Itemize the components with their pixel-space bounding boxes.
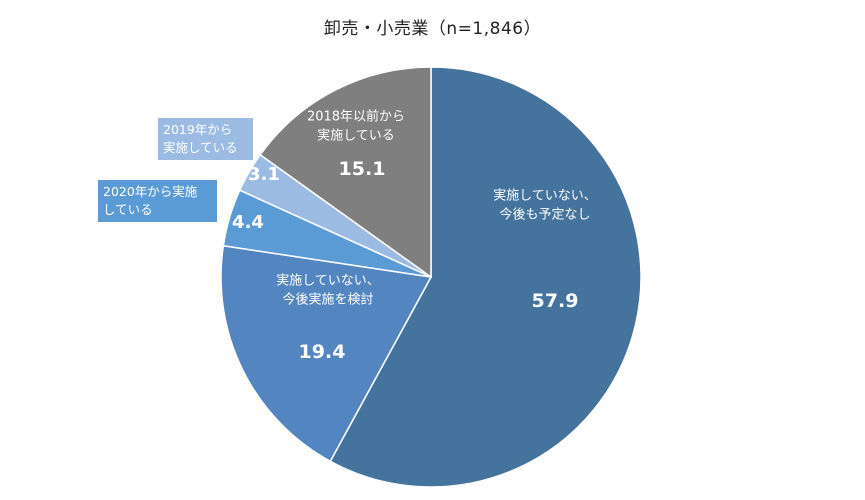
- slice-label-3-line-2: している: [103, 202, 153, 217]
- slice-label-5-line-2: 実施している: [317, 128, 395, 144]
- slice-label-1-line-1: 実施していない、: [493, 188, 597, 204]
- slice-label-2-line-1: 実施していない、: [276, 273, 380, 289]
- slice-value-1: 57.9: [532, 290, 579, 312]
- chart-title: 卸売・小売業（n=1,846）: [323, 19, 542, 39]
- slice-label-box-4: [158, 118, 253, 160]
- pie-slice-1: [329, 66, 642, 488]
- slice-value-5: 15.1: [339, 158, 386, 180]
- slice-value-3: 4.4: [232, 212, 264, 233]
- slice-label-1-line-2: 今後も予定なし: [499, 207, 590, 223]
- slice-label-2-line-2: 今後実施を検討: [282, 292, 373, 308]
- slice-value-2: 19.4: [299, 341, 346, 363]
- slice-value-4: 3.1: [248, 164, 280, 185]
- slice-label-4-line-2: 実施している: [163, 140, 238, 155]
- slice-label-box-3: [98, 180, 217, 222]
- slice-label-4-line-1: 2019年から: [163, 122, 232, 137]
- pie-slice-5: [259, 66, 432, 279]
- pie-slice-2: [220, 244, 433, 463]
- slice-label-5-line-1: 2018年以前から: [307, 109, 405, 125]
- slice-label-3-line-1: 2020年から実施: [103, 184, 198, 199]
